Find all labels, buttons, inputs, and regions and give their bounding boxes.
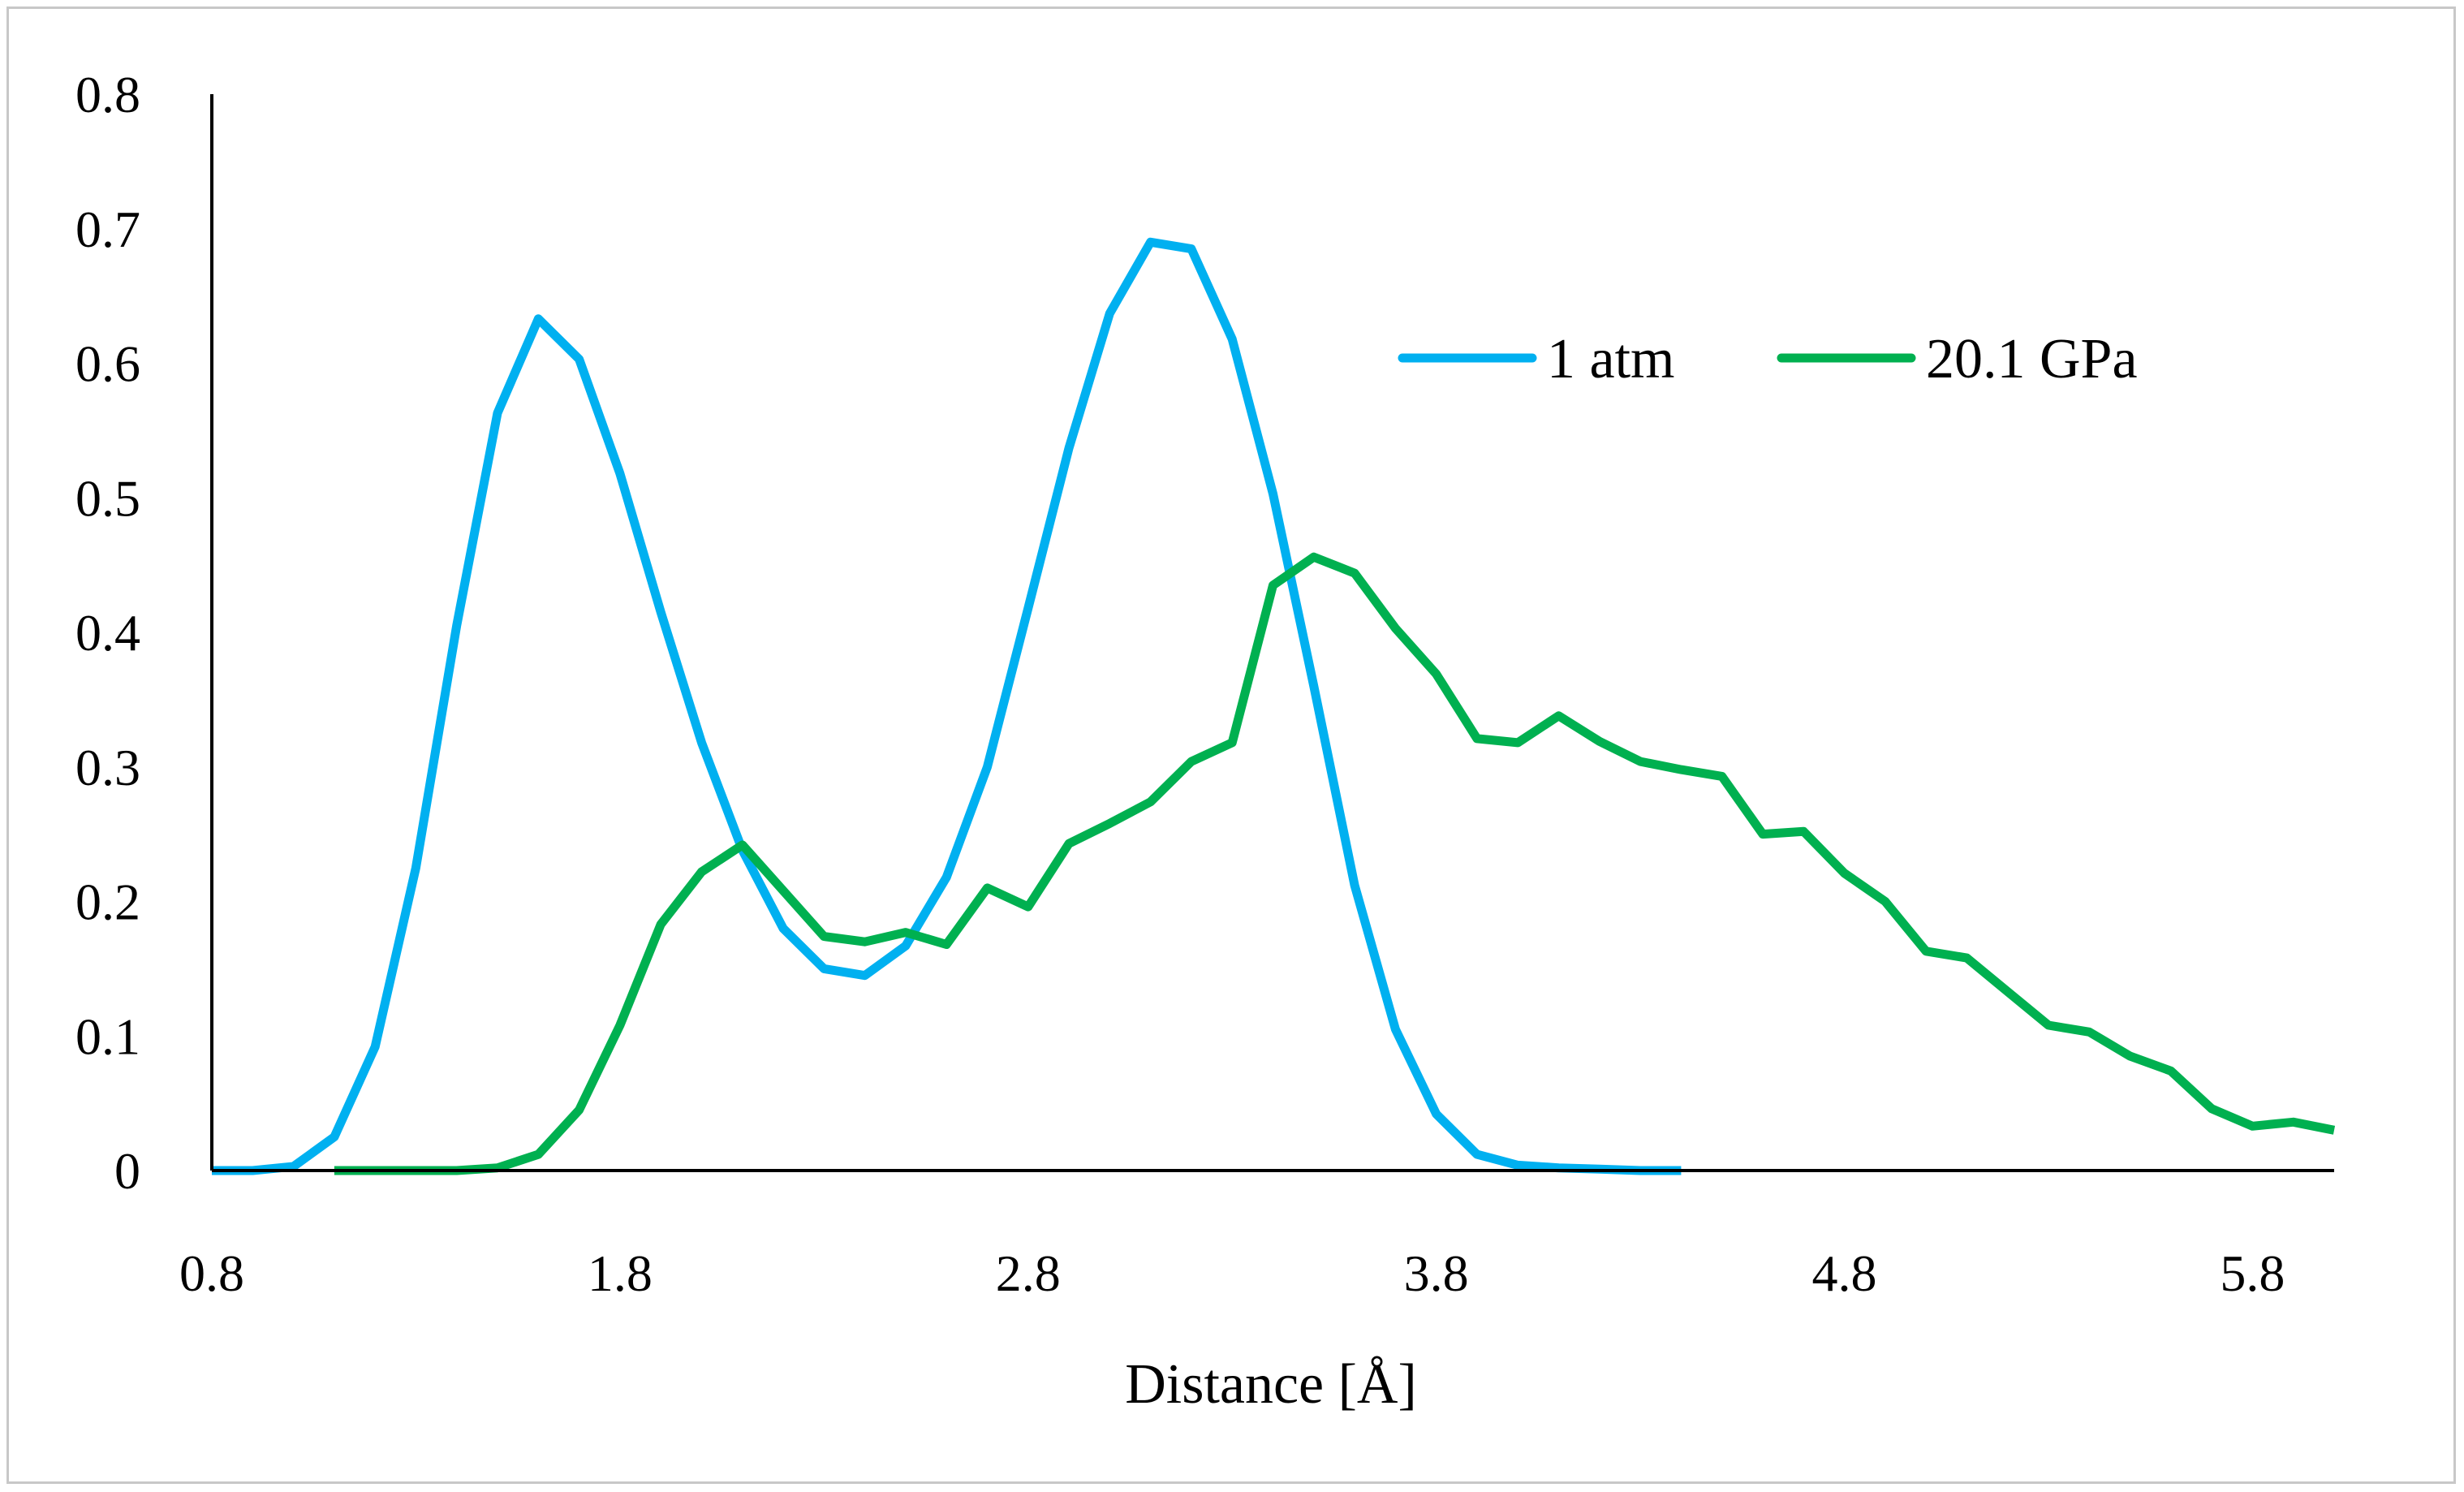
y-tick-label: 0.5 bbox=[75, 469, 140, 527]
legend-label: 1 atm bbox=[1547, 328, 1674, 390]
x-tick-label: 1.8 bbox=[588, 1244, 653, 1302]
legend: 1 atm 20.1 GPa bbox=[1398, 328, 2138, 390]
y-tick-label: 0.2 bbox=[75, 873, 140, 931]
series-layer bbox=[212, 237, 2336, 1175]
y-tick-label: 0.3 bbox=[75, 739, 140, 796]
x-tick-label: 5.8 bbox=[2220, 1244, 2285, 1302]
y-tick-label: 0.6 bbox=[75, 335, 140, 393]
chart-frame bbox=[6, 6, 2456, 1484]
y-tick-label: 0.1 bbox=[75, 1007, 140, 1065]
y-tick-label: 0.7 bbox=[75, 201, 140, 258]
x-axis-title: Distance [Å] bbox=[1125, 1353, 1417, 1416]
legend-label: 20.1 GPa bbox=[1926, 328, 2138, 390]
x-tick-label: 0.8 bbox=[179, 1244, 244, 1302]
x-tick-labels: 0.8 1.8 2.8 3.8 4.8 5.8 bbox=[179, 1244, 2285, 1302]
series-line-20-1-gpa bbox=[334, 552, 2336, 1175]
y-tick-label: 0 bbox=[114, 1142, 140, 1200]
x-tick-label: 4.8 bbox=[1812, 1244, 1877, 1302]
x-tick-label: 2.8 bbox=[996, 1244, 1061, 1302]
y-tick-label: 0.8 bbox=[75, 66, 140, 123]
y-tick-label: 0.4 bbox=[75, 604, 140, 662]
y-tick-labels: 0 0.1 0.2 0.3 0.4 0.5 0.6 0.7 0.8 bbox=[75, 66, 140, 1200]
series-line-1-atm bbox=[212, 237, 1682, 1175]
x-tick-label: 3.8 bbox=[1404, 1244, 1469, 1302]
